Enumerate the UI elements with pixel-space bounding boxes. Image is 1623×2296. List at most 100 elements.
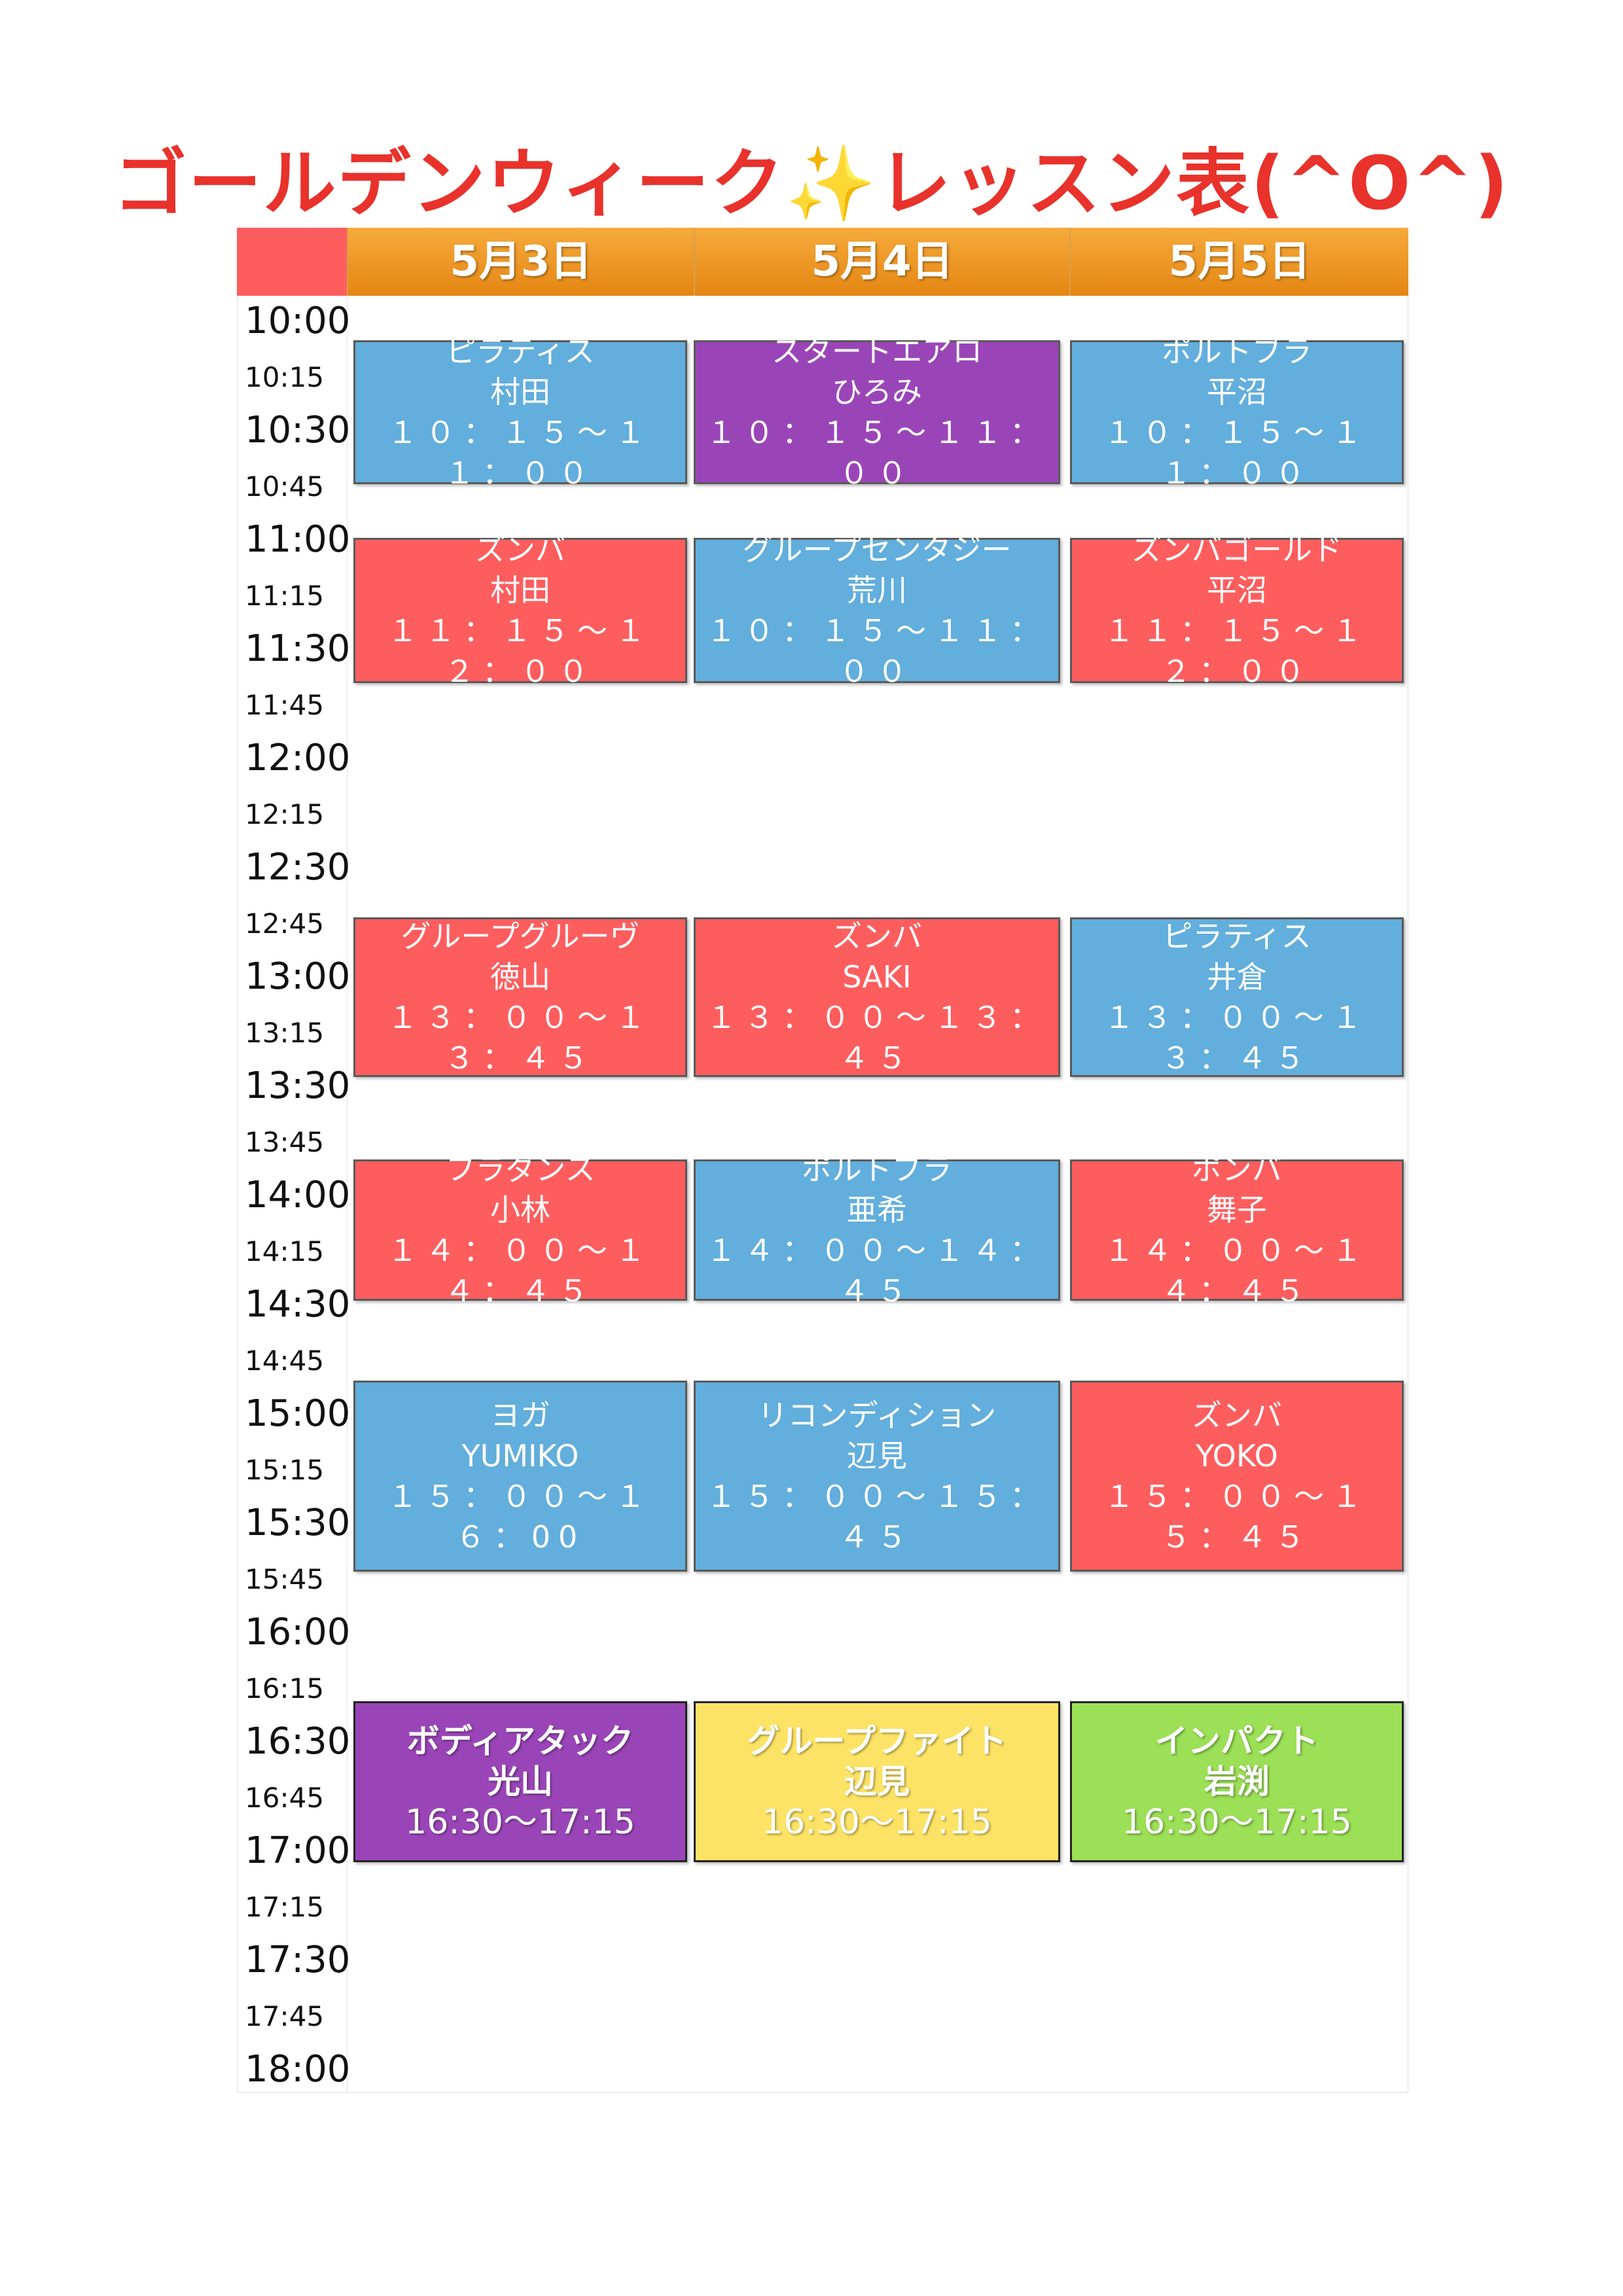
- lesson-instructor: 亜希: [847, 1192, 907, 1227]
- time-label: 12:15: [245, 798, 325, 830]
- time-label: 15:00: [245, 1392, 351, 1435]
- lesson-time: １５：００〜１６：00: [387, 1479, 653, 1555]
- lesson-instructor: 平沼: [1207, 573, 1267, 608]
- lesson-name: ボディアタック: [406, 1722, 634, 1760]
- sparkle-icon: ✨: [785, 141, 878, 226]
- lesson-time: １０：１５〜１１：００: [387, 415, 653, 491]
- day-header-3: 5月5日: [1069, 228, 1408, 296]
- time-label: 12:00: [245, 737, 351, 779]
- time-label: 13:30: [245, 1065, 351, 1107]
- time-label: 16:15: [245, 1672, 325, 1704]
- lesson-card: ポルトブラ亜希 １４：００〜１４：４５: [694, 1152, 1060, 1309]
- lesson-time: １４：００〜１４：４５: [387, 1233, 653, 1309]
- time-label: 10:00: [245, 300, 351, 342]
- time-label: 18:00: [245, 2048, 351, 2091]
- lesson-time: 16:30〜17:15: [405, 1803, 635, 1842]
- lesson-instructor: 岩渕: [1204, 1763, 1270, 1801]
- time-label: 14:00: [245, 1174, 351, 1216]
- lesson-instructor: 舞子: [1207, 1192, 1267, 1227]
- lesson-name: グループセンタジー: [742, 532, 1012, 567]
- lesson-time: １０：１５〜１１：００: [706, 613, 1048, 689]
- lesson-name: ポンバ: [1192, 1152, 1282, 1187]
- time-label: 14:15: [245, 1235, 325, 1267]
- lesson-card: フラダンス 小林 １４：００〜１４：４５: [353, 1152, 687, 1309]
- lesson-instructor: 光山: [488, 1763, 553, 1801]
- lesson-time: １１：１５〜１２：００: [1104, 613, 1370, 689]
- lesson-name: インパクト: [1155, 1722, 1319, 1760]
- lesson-instructor: 平沼: [1207, 374, 1267, 410]
- lesson-name: ポルトブラ: [1162, 334, 1312, 369]
- lesson-name: グループグルーヴ: [401, 919, 640, 954]
- time-label: 14:30: [245, 1283, 351, 1326]
- lesson-time: １４：００〜１４：４５: [706, 1233, 1048, 1309]
- lesson-time: 16:30〜17:15: [762, 1803, 992, 1842]
- lesson-instructor: YUMIKO: [461, 1438, 579, 1474]
- lesson-name: ズンバ: [832, 919, 922, 954]
- time-label: 17:30: [245, 1939, 351, 1981]
- time-label: 15:45: [245, 1563, 325, 1595]
- time-label: 13:15: [245, 1016, 325, 1049]
- time-label: 13:00: [245, 955, 351, 998]
- time-label: 16:45: [245, 1781, 325, 1814]
- lesson-card: ポルトブラ平沼 １０：１５〜１１：００: [1070, 334, 1404, 491]
- time-label: 14:45: [245, 1344, 325, 1377]
- lesson-card: ボディアタック 光山 16:30〜17:15: [353, 1701, 687, 1862]
- title-suffix: レッスン表(^O^): [878, 141, 1510, 226]
- lesson-instructor: SAKI: [842, 959, 912, 995]
- time-label: 15:15: [245, 1453, 325, 1486]
- lesson-instructor: ひろみ: [832, 374, 922, 410]
- lesson-time: １５：００〜１５：４５: [1104, 1479, 1370, 1555]
- title-main: ゴールデンウィーク: [113, 141, 785, 226]
- lesson-card: ピラティス 村田 １０：１５〜１１：００: [353, 334, 687, 491]
- lesson-card: グループグルーヴ 徳山 １３：００〜１３：４５: [353, 917, 687, 1077]
- lesson-card: ズンバゴールド 平沼 １１：１５〜１２：００: [1070, 532, 1404, 689]
- time-label: 11:15: [245, 579, 325, 612]
- day-header-1: 5月3日: [347, 228, 694, 296]
- lesson-instructor: 荒川: [847, 573, 907, 608]
- lesson-name: ヨガ: [490, 1398, 550, 1433]
- lesson-card: ズンバ YOKO １５：００〜１５：４５: [1070, 1381, 1404, 1572]
- lesson-name: リコンディション: [757, 1398, 997, 1433]
- lesson-time: １３：００〜１３：４５: [706, 1000, 1048, 1076]
- lesson-name: スタートエアロ: [772, 334, 982, 369]
- lesson-instructor: YOKO: [1196, 1438, 1278, 1474]
- lesson-card: インパクト 岩渕 16:30〜17:15: [1070, 1701, 1404, 1862]
- lesson-instructor: 小林: [490, 1192, 550, 1227]
- lesson-time: １３：００〜１３：４５: [1104, 1000, 1370, 1076]
- time-label: 11:00: [245, 518, 351, 561]
- time-label: 13:45: [245, 1125, 325, 1158]
- lesson-instructor: 井倉: [1207, 959, 1267, 995]
- lesson-card: リコンディション 辺見 １５：００〜１５：４５: [694, 1381, 1060, 1572]
- lesson-card: ポンバ舞子 １４：００〜１４：４５: [1070, 1152, 1404, 1309]
- time-label: 15:30: [245, 1502, 351, 1544]
- header-row: 5月3日 5月4日 5月5日: [237, 228, 1408, 296]
- lesson-card: グループセンタジー 荒川 １０：１５〜１１：００: [694, 532, 1060, 689]
- time-label: 16:30: [245, 1720, 351, 1763]
- lesson-card: グループファイト 辺見 16:30〜17:15: [694, 1701, 1060, 1862]
- lesson-name: ポルトブラ: [802, 1152, 952, 1187]
- lesson-name: ピラティス: [1162, 919, 1311, 954]
- lesson-time: １３：００〜１３：４５: [387, 1000, 653, 1076]
- time-label: 17:45: [245, 2000, 325, 2032]
- page-title: ゴールデンウィーク✨レッスン表(^O^): [0, 124, 1623, 230]
- lesson-time: １０：１５〜１１：００: [1104, 415, 1370, 491]
- lesson-time: 16:30〜17:15: [1122, 1803, 1352, 1842]
- lesson-time: １５：００〜１５：４５: [706, 1479, 1048, 1555]
- time-label: 17:00: [245, 1829, 351, 1872]
- lesson-time: １０：１５〜１１：００: [706, 415, 1048, 491]
- lesson-instructor: 辺見: [847, 1438, 907, 1474]
- time-label: 10:15: [245, 361, 325, 393]
- time-label: 11:45: [245, 688, 325, 721]
- time-column: 10:00 10:15 10:30 10:45 11:00 11:15 11:30 11:45…: [237, 296, 351, 2093]
- time-label: 12:30: [245, 846, 351, 889]
- lesson-time: １１：１５〜１２：００: [387, 613, 653, 689]
- time-label: 17:15: [245, 1890, 325, 1923]
- lesson-name: グループファイト: [747, 1722, 1007, 1760]
- time-label: 11:30: [245, 627, 351, 670]
- lesson-time: １４：００〜１４：４５: [1104, 1233, 1370, 1309]
- day-header-2: 5月4日: [694, 228, 1069, 296]
- lesson-card: スタートエアロ ひろみ １０：１５〜１１：００: [694, 334, 1060, 491]
- lesson-instructor: 辺見: [844, 1763, 910, 1801]
- lesson-name: ズンバ: [475, 532, 565, 567]
- time-label: 10:45: [245, 470, 325, 503]
